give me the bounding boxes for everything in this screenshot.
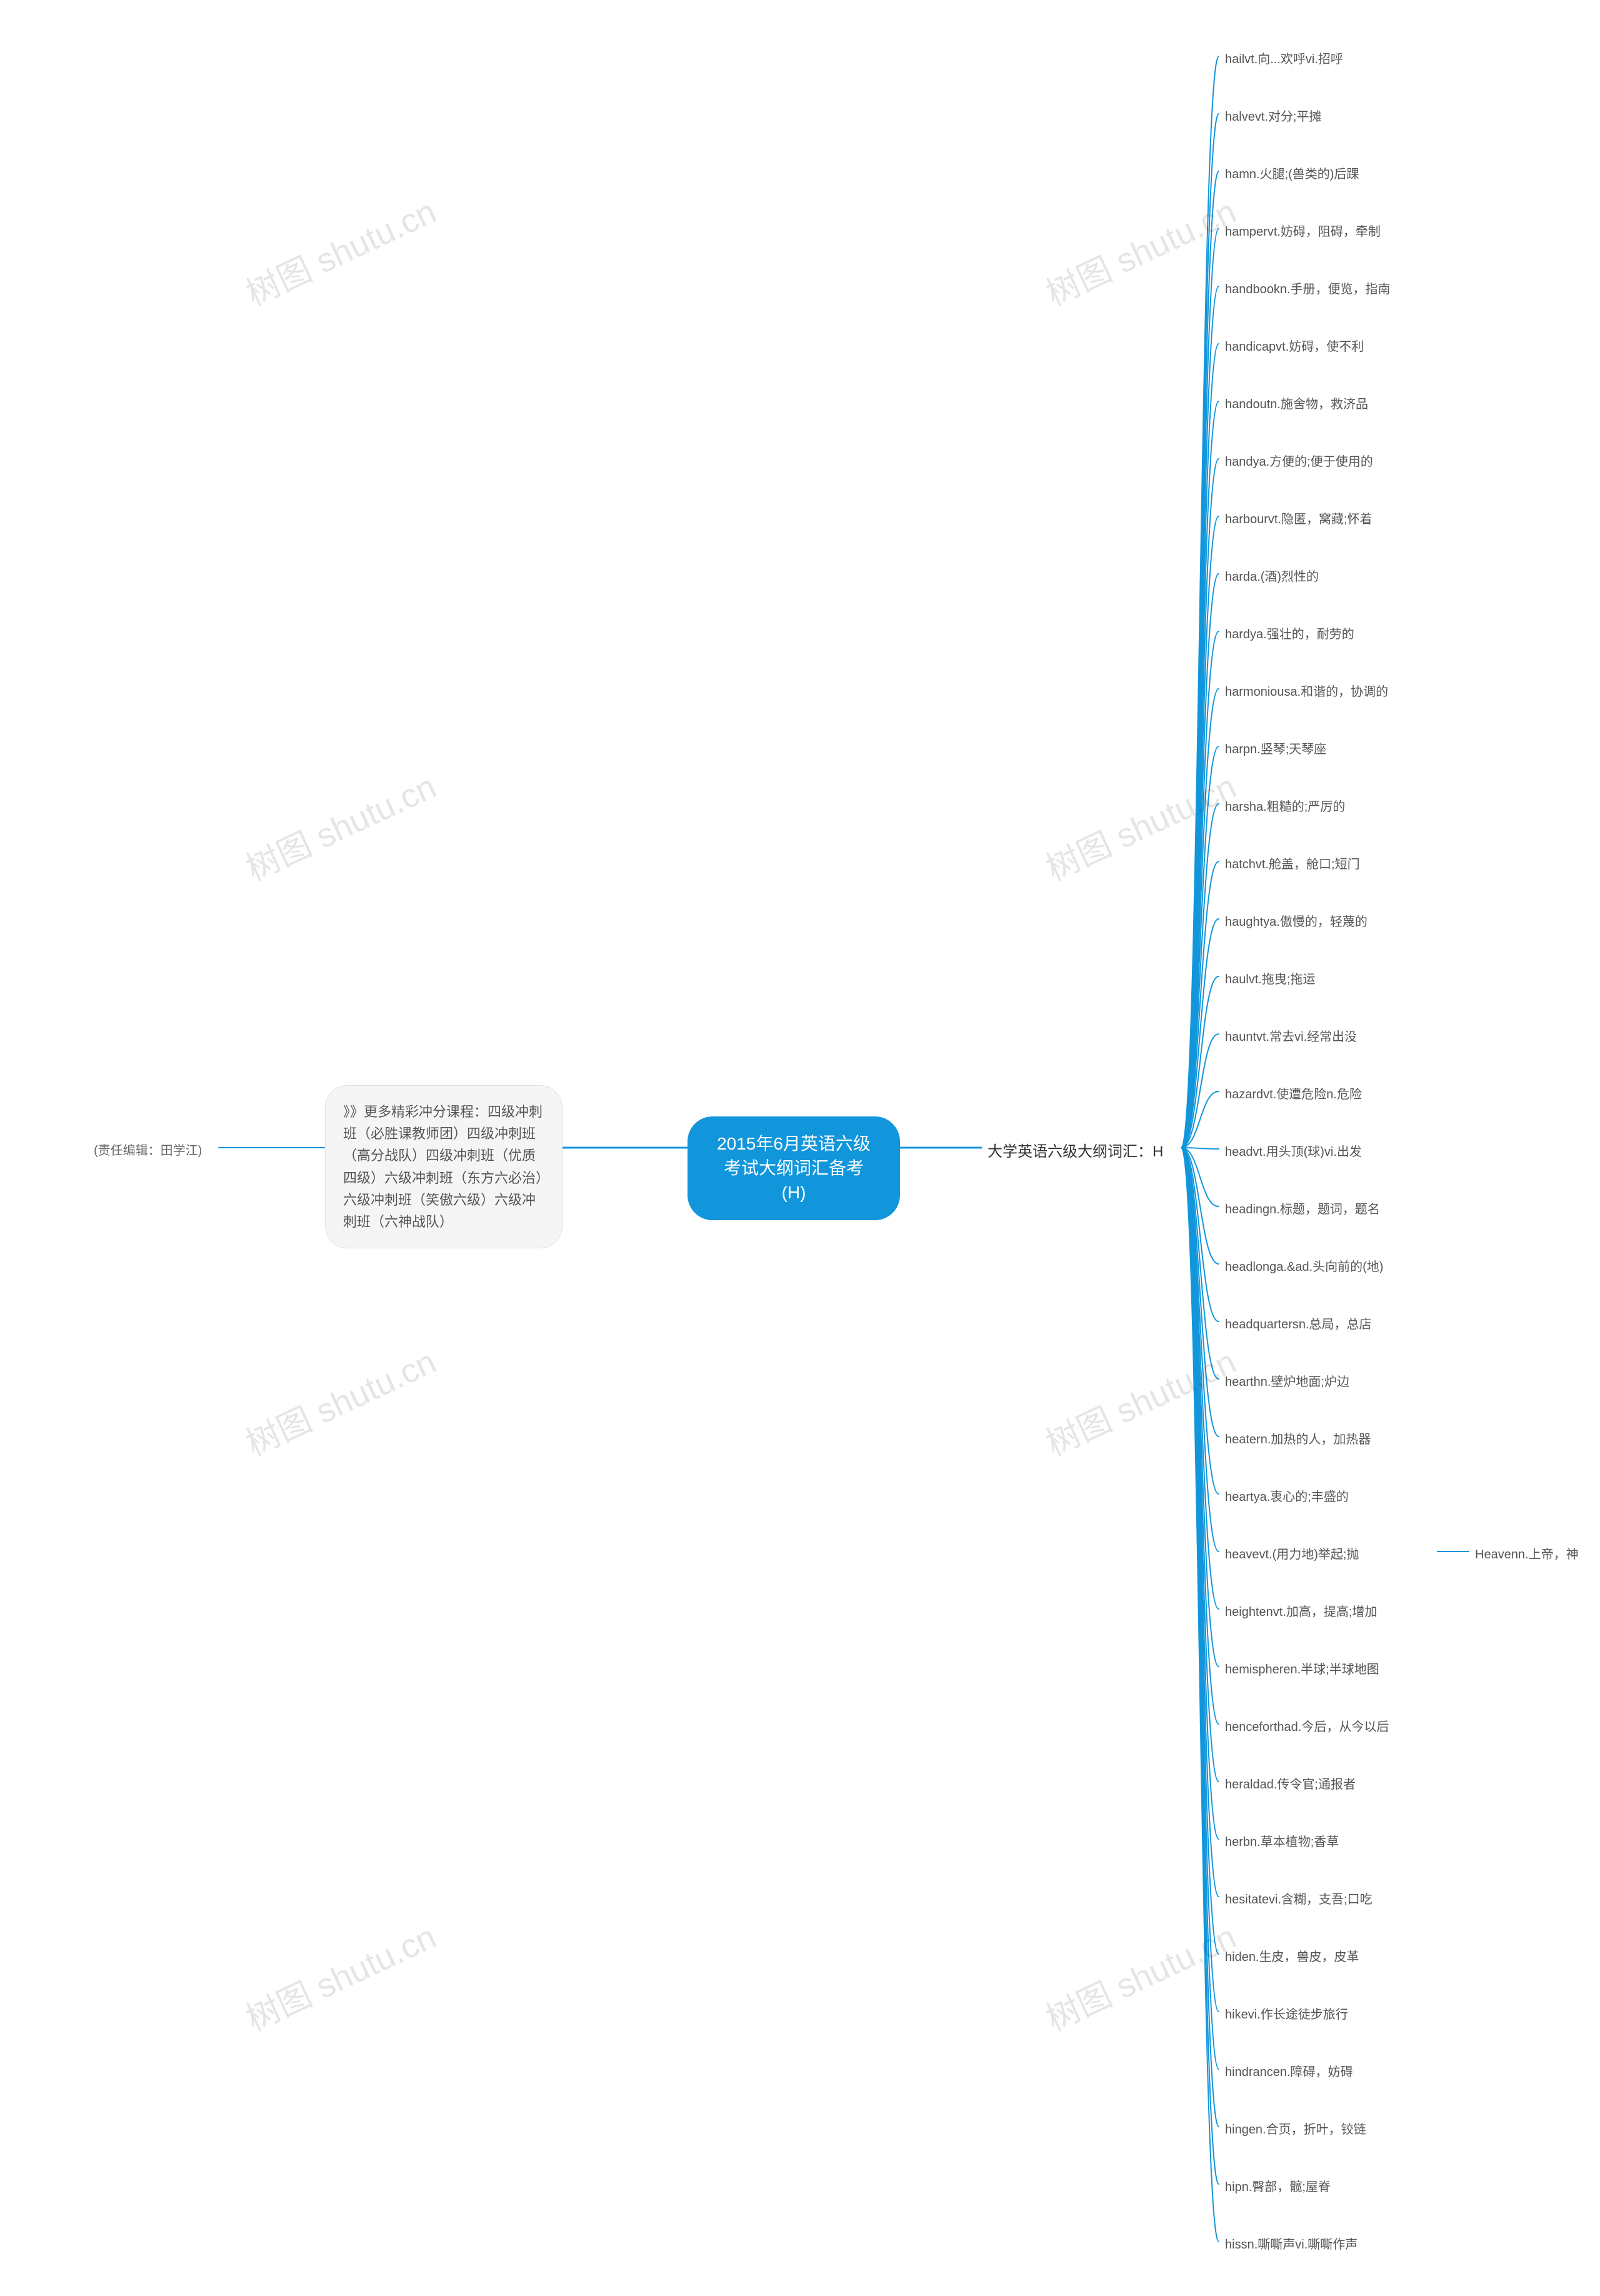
leaf-node: heavevt.(用力地)举起;抛 — [1225, 1544, 1359, 1562]
leaf-node: headingn.标题，题词，题名 — [1225, 1199, 1380, 1217]
leaf-node: handicapvt.妨碍，使不利 — [1225, 336, 1364, 354]
leaf-node: hauntvt.常去vi.经常出没 — [1225, 1026, 1357, 1045]
leaf-node: headquartersn.总局，总店 — [1225, 1314, 1372, 1332]
leaf-node: henceforthad.今后，从今以后 — [1225, 1717, 1389, 1735]
leaf-node: hikevi.作长途徒步旅行 — [1225, 2004, 1348, 2022]
leaf-node: hardya.强壮的，耐劳的 — [1225, 624, 1354, 642]
leaf-node: handoutn.施舍物，救济品 — [1225, 394, 1368, 412]
leaf-node: harbourvt.隐匿，窝藏;怀着 — [1225, 509, 1372, 527]
leaf-node: harpn.竖琴;天琴座 — [1225, 739, 1326, 757]
leaf-node: heatern.加热的人，加热器 — [1225, 1429, 1371, 1447]
leaf-node: headlonga.&ad.头向前的(地) — [1225, 1256, 1383, 1275]
leaf-node: harmoniousa.和谐的，协调的 — [1225, 681, 1388, 699]
leaf-node: hissn.嘶嘶声vi.嘶嘶作声 — [1225, 2234, 1358, 2252]
leaf-node: haughtya.傲慢的，轻蔑的 — [1225, 911, 1368, 930]
center-node: 2015年6月英语六级考试大纲词汇备考(H) — [688, 1116, 900, 1220]
leaf-node: handya.方便的;便于使用的 — [1225, 451, 1373, 469]
left-primary-node: 》》更多精彩冲分课程：四级冲刺班（必胜课教师团）四级冲刺班（高分战队）四级冲刺班… — [325, 1085, 562, 1248]
left-secondary-node: (责任编辑：田学江) — [94, 1140, 202, 1158]
leaf-node: haulvt.拖曳;拖运 — [1225, 969, 1315, 987]
leaf-node: heraldad.传令官;通报者 — [1225, 1774, 1356, 1792]
leaf-node: hailvt.向...欢呼vi.招呼 — [1225, 49, 1343, 67]
leaf-node: hesitatevi.含糊，支吾;口吃 — [1225, 1889, 1372, 1907]
mindmap-root: 2015年6月英语六级考试大纲词汇备考(H) 》》更多精彩冲分课程：四级冲刺班（… — [0, 0, 1600, 2296]
leaf-node: hemispheren.半球;半球地图 — [1225, 1659, 1379, 1677]
leaf-node: heightenvt.加高，提高;增加 — [1225, 1602, 1377, 1620]
leaf-node: harda.(酒)烈性的 — [1225, 566, 1319, 584]
leaf-node: headvt.用头顶(球)vi.出发 — [1225, 1141, 1362, 1160]
leaf-node: herbn.草本植物;香草 — [1225, 1832, 1339, 1850]
leaf-node: hingen.合页，折叶，铰链 — [1225, 2119, 1366, 2137]
leaf-node: harsha.粗糙的;严厉的 — [1225, 796, 1345, 815]
category-node: 大学英语六级大纲词汇：H — [988, 1139, 1163, 1161]
leaf-node: hearthn.壁炉地面;炉边 — [1225, 1371, 1349, 1390]
leaf-node: hamn.火腿;(兽类的)后踝 — [1225, 164, 1359, 182]
leaf-node: heartya.衷心的;丰盛的 — [1225, 1486, 1349, 1505]
leaf-node: hatchvt.舱盖，舱口;短门 — [1225, 854, 1360, 872]
leaf-node: hipn.臀部，髋;屋脊 — [1225, 2177, 1331, 2195]
leaf-node: hampervt.妨碍，阻碍，牵制 — [1225, 221, 1381, 239]
leaf-node: hazardvt.使遭危险n.危险 — [1225, 1084, 1362, 1102]
leaf-node: hiden.生皮，兽皮，皮革 — [1225, 1947, 1359, 1965]
leaf-node: halvevt.对分;平摊 — [1225, 106, 1321, 124]
leaf-node: handbookn.手册，便览，指南 — [1225, 279, 1391, 297]
leaf-node: hindrancen.障碍，妨碍 — [1225, 2062, 1353, 2080]
extra-leaf-node: Heavenn.上帝，神 — [1475, 1544, 1579, 1562]
